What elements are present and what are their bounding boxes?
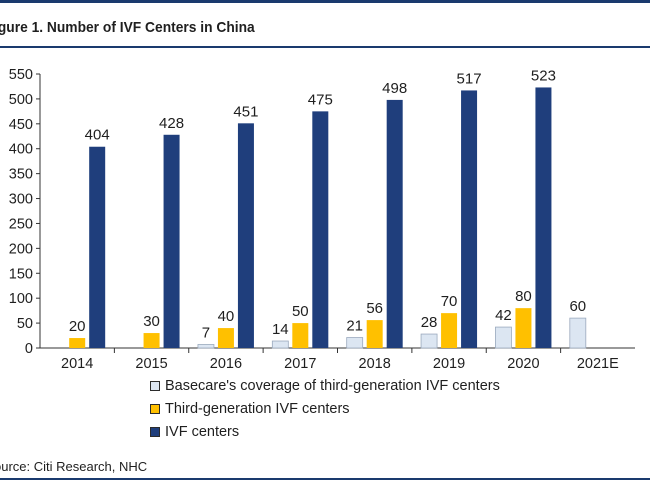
bar-third-generation-ivf-centers-2016: [217, 328, 234, 348]
data-label-third-generation-ivf-centers-2017: 50: [292, 303, 309, 320]
data-label-basecare-s-coverage-of-third-generation-ivf-centers-2019: 28: [421, 314, 438, 331]
data-label-basecare-s-coverage-of-third-generation-ivf-centers-2016: 7: [202, 325, 210, 342]
x-tick-label-2019: 2019: [433, 356, 465, 372]
legend-swatch-third-generation: [150, 403, 160, 414]
y-tick-label-450: 450: [9, 117, 33, 133]
data-label-third-generation-ivf-centers-2014: 20: [69, 318, 86, 335]
y-tick-label-150: 150: [9, 266, 33, 282]
data-label-basecare-s-coverage-of-third-generation-ivf-centers-2021e: 60: [569, 298, 586, 315]
y-tick-label-500: 500: [9, 92, 33, 108]
y-tick-label-350: 350: [9, 167, 33, 183]
y-tick-label-550: 550: [9, 67, 33, 83]
source-note: ource: Citi Research, NHC: [0, 459, 148, 474]
data-label-ivf-centers-2020: 523: [531, 67, 556, 84]
bar-ivf-centers-2016: [237, 123, 254, 348]
title-rule: [0, 46, 650, 48]
data-label-ivf-centers-2015: 428: [159, 115, 184, 132]
bar-third-generation-ivf-centers-2014: [69, 338, 86, 348]
y-tick-label-50: 50: [17, 316, 33, 332]
data-label-ivf-centers-2018: 498: [382, 80, 407, 97]
legend-label-ivf-centers: IVF centers: [165, 423, 240, 440]
y-tick-label-400: 400: [9, 142, 33, 158]
data-label-third-generation-ivf-centers-2016: 40: [218, 308, 235, 325]
legend-item-ivf-centers: IVF centers: [150, 420, 500, 443]
x-tick-label-2018: 2018: [359, 356, 391, 372]
data-label-ivf-centers-2014: 404: [85, 127, 110, 144]
bar-ivf-centers-2018: [386, 99, 403, 348]
data-label-ivf-centers-2017: 475: [308, 91, 333, 108]
x-tick-label-2020: 2020: [507, 356, 539, 372]
data-label-third-generation-ivf-centers-2020: 80: [515, 288, 532, 305]
legend-label-basecare: Basecare's coverage of third-generation …: [165, 377, 500, 394]
bar-basecare-s-coverage-of-third-generation-ivf-centers-2019: [420, 333, 438, 349]
y-tick-label-200: 200: [9, 241, 33, 257]
bar-ivf-centers-2020: [535, 87, 552, 348]
legend-swatch-ivf-centers: [150, 426, 160, 437]
y-tick-label-250: 250: [9, 216, 33, 232]
top-rule: [0, 0, 650, 3]
x-tick-label-2021e: 2021E: [577, 356, 619, 372]
legend-label-third-generation: Third-generation IVF centers: [165, 400, 350, 417]
y-tick-label-300: 300: [9, 192, 33, 208]
legend: Basecare's coverage of third-generation …: [150, 374, 500, 443]
bar-ivf-centers-2017: [312, 111, 329, 348]
x-tick-label-2015: 2015: [135, 356, 167, 372]
bar-third-generation-ivf-centers-2017: [292, 323, 309, 348]
legend-item-third-generation: Third-generation IVF centers: [150, 397, 500, 420]
legend-item-basecare: Basecare's coverage of third-generation …: [150, 374, 500, 397]
bar-ivf-centers-2019: [461, 90, 478, 348]
data-label-basecare-s-coverage-of-third-generation-ivf-centers-2017: 14: [272, 321, 289, 338]
bar-third-generation-ivf-centers-2018: [366, 320, 383, 348]
y-tick-label-0: 0: [25, 341, 33, 357]
bar-basecare-s-coverage-of-third-generation-ivf-centers-2016: [197, 344, 215, 349]
x-tick-label-2014: 2014: [61, 356, 93, 372]
figure-title: igure 1. Number of IVF Centers in China: [0, 19, 255, 36]
bar-third-generation-ivf-centers-2019: [441, 313, 458, 348]
bar-third-generation-ivf-centers-2020: [515, 308, 532, 348]
data-label-ivf-centers-2019: 517: [457, 70, 482, 87]
y-tick-label-100: 100: [9, 291, 33, 307]
x-tick-label-2016: 2016: [210, 356, 242, 372]
bar-basecare-s-coverage-of-third-generation-ivf-centers-2020: [495, 326, 512, 349]
data-label-third-generation-ivf-centers-2018: 56: [366, 300, 383, 317]
bar-ivf-centers-2015: [163, 134, 180, 348]
x-tick-label-2017: 2017: [284, 356, 316, 372]
bar-ivf-centers-2014: [89, 146, 106, 348]
legend-swatch-basecare: [150, 380, 160, 391]
bottom-rule: [0, 478, 650, 480]
data-label-ivf-centers-2016: 451: [233, 103, 258, 120]
bar-basecare-s-coverage-of-third-generation-ivf-centers-2017: [271, 340, 289, 349]
data-label-third-generation-ivf-centers-2019: 70: [441, 293, 458, 310]
bar-basecare-s-coverage-of-third-generation-ivf-centers-2021e: [569, 317, 587, 349]
data-label-basecare-s-coverage-of-third-generation-ivf-centers-2018: 21: [346, 318, 363, 335]
bar-basecare-s-coverage-of-third-generation-ivf-centers-2018: [346, 337, 364, 349]
data-label-third-generation-ivf-centers-2015: 30: [143, 313, 160, 330]
bar-third-generation-ivf-centers-2015: [143, 333, 160, 348]
data-label-basecare-s-coverage-of-third-generation-ivf-centers-2020: 42: [495, 307, 512, 324]
